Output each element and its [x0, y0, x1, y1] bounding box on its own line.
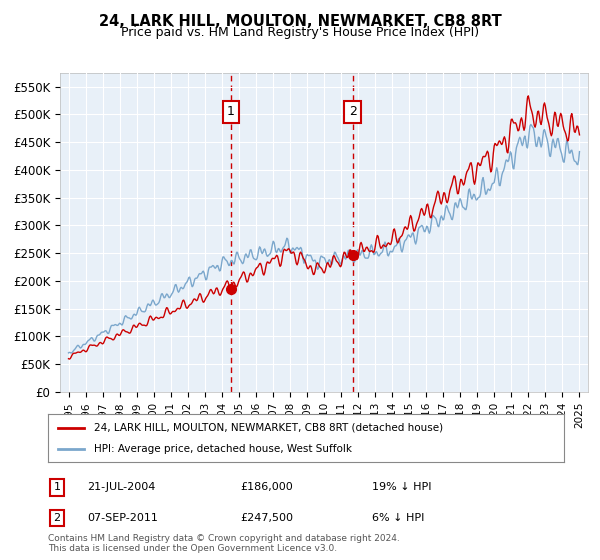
Text: 6% ↓ HPI: 6% ↓ HPI: [372, 513, 424, 523]
Text: HPI: Average price, detached house, West Suffolk: HPI: Average price, detached house, West…: [94, 444, 352, 454]
Text: Price paid vs. HM Land Registry's House Price Index (HPI): Price paid vs. HM Land Registry's House …: [121, 26, 479, 39]
Text: 24, LARK HILL, MOULTON, NEWMARKET, CB8 8RT (detached house): 24, LARK HILL, MOULTON, NEWMARKET, CB8 8…: [94, 423, 443, 433]
Text: 19% ↓ HPI: 19% ↓ HPI: [372, 482, 431, 492]
Text: 2: 2: [53, 513, 61, 523]
Text: Contains HM Land Registry data © Crown copyright and database right 2024.
This d: Contains HM Land Registry data © Crown c…: [48, 534, 400, 553]
Text: 1: 1: [53, 482, 61, 492]
Text: £186,000: £186,000: [240, 482, 293, 492]
Text: 07-SEP-2011: 07-SEP-2011: [87, 513, 158, 523]
Text: £247,500: £247,500: [240, 513, 293, 523]
Text: 24, LARK HILL, MOULTON, NEWMARKET, CB8 8RT: 24, LARK HILL, MOULTON, NEWMARKET, CB8 8…: [98, 14, 502, 29]
Text: 21-JUL-2004: 21-JUL-2004: [87, 482, 155, 492]
Text: 2: 2: [349, 105, 356, 118]
Text: 1: 1: [227, 105, 235, 118]
